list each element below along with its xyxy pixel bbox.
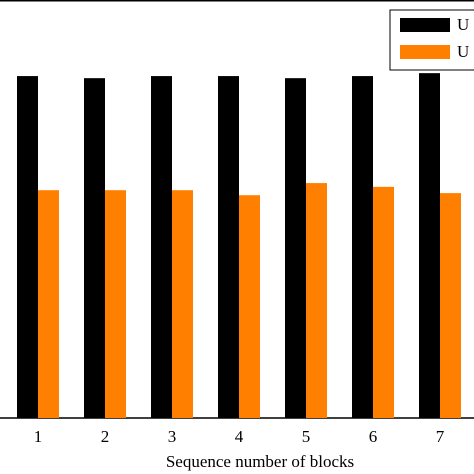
bar <box>239 195 260 418</box>
x-tick-label: 7 <box>436 427 445 446</box>
x-tick-label: 3 <box>168 427 177 446</box>
bar <box>352 76 373 419</box>
bar <box>151 76 172 419</box>
x-tick-label: 6 <box>369 427 378 446</box>
bar <box>306 183 327 418</box>
bar <box>285 78 306 418</box>
bar <box>105 190 126 418</box>
legend-swatch <box>400 45 450 59</box>
legend-label: U <box>457 42 469 61</box>
bar <box>440 193 461 418</box>
legend-label: U <box>457 15 469 34</box>
bar <box>17 76 38 419</box>
bar <box>373 186 394 418</box>
x-tick-label: 5 <box>302 427 311 446</box>
x-tick-label: 2 <box>101 427 110 446</box>
x-tick-label: 1 <box>34 427 43 446</box>
bar <box>38 190 59 418</box>
legend-swatch <box>400 18 450 32</box>
bar <box>172 190 193 418</box>
x-axis-label: Sequence number of blocks <box>166 452 354 471</box>
bar <box>84 78 105 418</box>
x-tick-label: 4 <box>235 427 244 446</box>
bar <box>419 73 440 419</box>
bar <box>218 76 239 419</box>
